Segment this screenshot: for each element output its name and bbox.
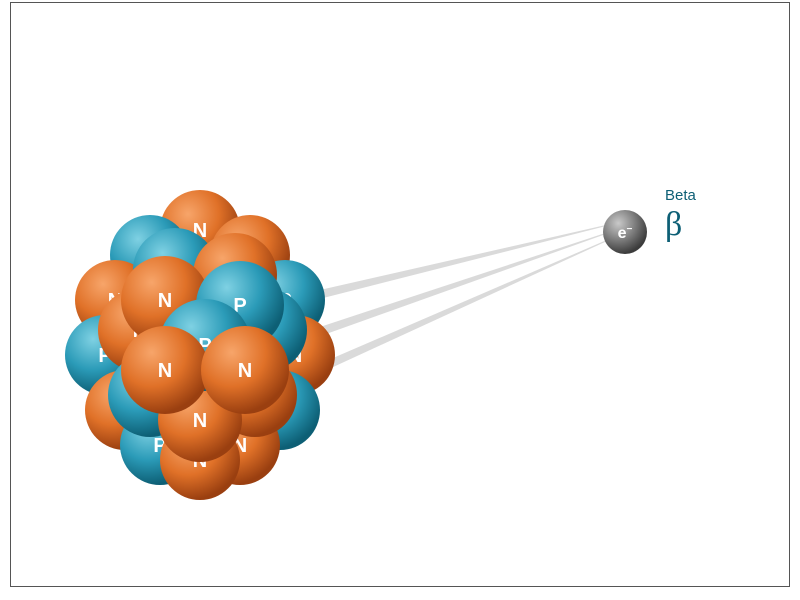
emission-rays bbox=[303, 225, 610, 380]
beta-symbol-text: β bbox=[665, 206, 682, 243]
beta-title-text: Beta bbox=[665, 187, 697, 204]
neutron-label: N bbox=[158, 290, 172, 312]
nucleus-cluster: NPNNPPNNPPNNPNNPPNNNPPNN bbox=[65, 190, 335, 500]
neutron-label: N bbox=[158, 360, 172, 382]
neutron-label: N bbox=[193, 410, 207, 432]
beta-decay-diagram: NPNNPPNNPPNNPNNPPNNNPPNN e− Beta β bbox=[0, 0, 800, 600]
neutron-label: N bbox=[238, 360, 252, 382]
beta-particle: e− bbox=[603, 210, 647, 254]
beta-label: Beta β bbox=[665, 187, 697, 243]
emission-ray bbox=[304, 225, 608, 303]
